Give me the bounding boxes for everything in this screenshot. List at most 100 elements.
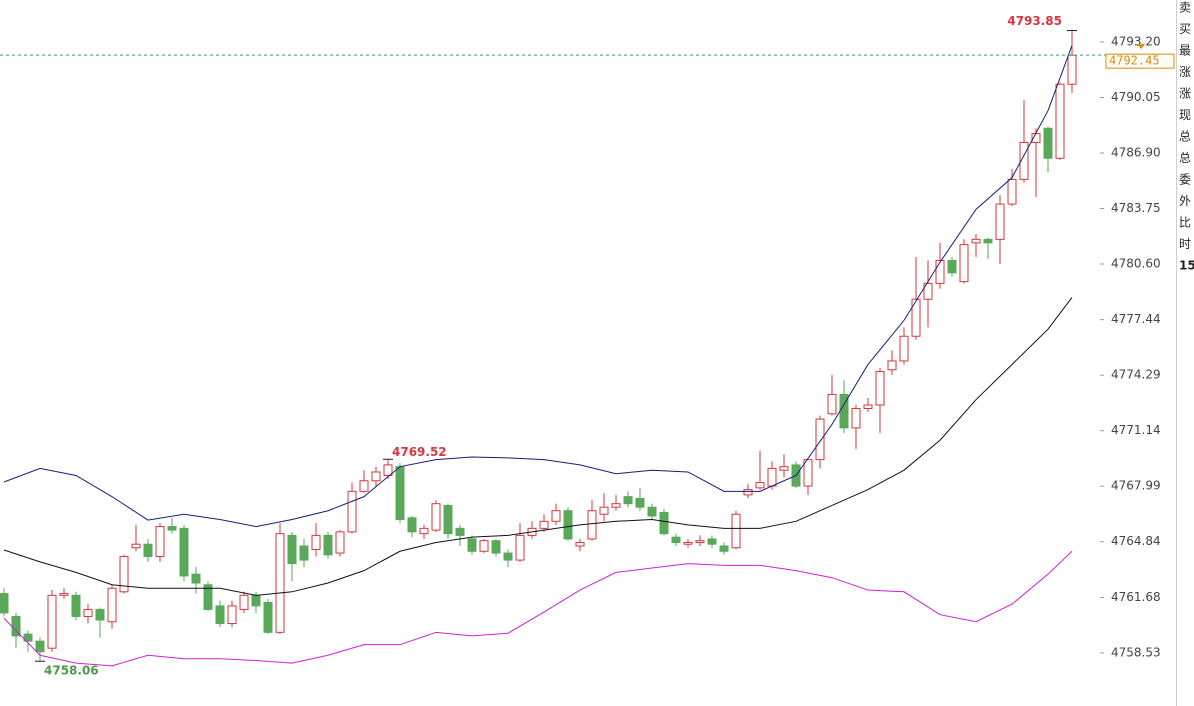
- candle-body: [59, 593, 69, 596]
- candle-body: [227, 605, 237, 625]
- candle-body: [563, 510, 573, 540]
- candle-body: [755, 482, 765, 489]
- candle-body: [83, 608, 93, 617]
- candle-body: [347, 490, 357, 533]
- candle-body: [167, 526, 177, 531]
- y-tick-label: 4764.84: [1111, 534, 1161, 548]
- side-panel-label: 委: [1179, 173, 1191, 187]
- candle-body: [407, 517, 417, 533]
- candle-body: [947, 259, 957, 274]
- side-panel-label: 总: [1179, 130, 1191, 144]
- candle-body: [887, 360, 897, 371]
- candle-body: [611, 503, 621, 508]
- candle-body: [515, 534, 525, 561]
- candle-body: [0, 593, 9, 614]
- side-panel-label: 15: [1179, 259, 1194, 273]
- candle-body: [335, 531, 345, 554]
- candle-body: [971, 238, 981, 244]
- y-tick-label: 4758.53: [1111, 645, 1161, 659]
- y-tick-label: 4767.99: [1111, 479, 1161, 493]
- candle-body: [155, 526, 165, 558]
- candle-body: [935, 259, 945, 284]
- side-panel-label: 涨: [1179, 86, 1191, 101]
- candle-body: [779, 466, 789, 471]
- candle-body: [251, 594, 261, 607]
- candle-body: [635, 497, 645, 508]
- candle-body: [47, 594, 57, 649]
- candle-body: [1067, 54, 1077, 85]
- candle-body: [131, 543, 141, 549]
- side-panel-label: 总: [1179, 151, 1191, 165]
- candle-body: [995, 203, 1005, 240]
- candle-body: [671, 536, 681, 543]
- candle-body: [143, 543, 153, 558]
- candle-body: [503, 552, 513, 561]
- side-panel-label: 比: [1179, 216, 1191, 230]
- candle-body: [479, 540, 489, 552]
- candle-body: [383, 464, 393, 476]
- annotation: 4793.85: [1007, 14, 1062, 28]
- candle-body: [203, 584, 213, 610]
- candle-body: [863, 404, 873, 410]
- side-panel-label: 卖: [1179, 1, 1191, 15]
- candle-body: [539, 520, 549, 529]
- side-panel-label: 买: [1179, 22, 1191, 36]
- candle-body: [1007, 178, 1017, 205]
- candle-body: [959, 244, 969, 283]
- candle-body: [239, 594, 249, 610]
- candle-body: [119, 556, 129, 593]
- y-tick-label: 4777.44: [1111, 312, 1161, 326]
- candle-body: [707, 538, 717, 545]
- band-line: [3, 550, 1073, 667]
- candle-body: [899, 335, 909, 362]
- candle-body: [659, 511, 669, 535]
- band-line: [3, 297, 1073, 596]
- candle-body: [395, 466, 405, 521]
- y-tick-label: 4761.68: [1111, 590, 1161, 604]
- last-price-arrow: [1137, 44, 1145, 50]
- y-tick-label: 4790.05: [1111, 90, 1161, 104]
- candle-body: [719, 545, 729, 552]
- candle-body: [767, 467, 777, 487]
- candle-body: [71, 594, 81, 617]
- candle-body: [923, 282, 933, 300]
- candle-body: [431, 503, 441, 531]
- y-tick-label: 4774.29: [1111, 368, 1161, 382]
- candle-body: [803, 459, 813, 487]
- candle-body: [107, 587, 117, 623]
- candle-body: [23, 633, 33, 642]
- candle-body: [455, 527, 465, 536]
- candle-body: [827, 393, 837, 415]
- candle-body: [179, 527, 189, 577]
- candle-body: [311, 534, 321, 551]
- band-line: [3, 45, 1073, 528]
- candle-body: [443, 504, 453, 535]
- candle-body: [551, 510, 561, 522]
- candle-body: [647, 506, 657, 517]
- last-price-label: 4792.45: [1109, 54, 1160, 68]
- candle-body: [371, 471, 381, 482]
- side-panel-label: 外: [1179, 194, 1191, 208]
- candle-body: [815, 418, 825, 461]
- candle-body: [263, 601, 273, 633]
- annotation: 4769.52: [392, 445, 447, 459]
- candle-body: [731, 513, 741, 549]
- candle-body: [275, 533, 285, 633]
- candle-body: [911, 298, 921, 337]
- candle-body: [983, 238, 993, 244]
- candle-body: [587, 510, 597, 540]
- candle-body: [95, 608, 105, 621]
- candle-body: [467, 538, 477, 552]
- candle-body: [575, 541, 585, 547]
- candle-body: [1043, 127, 1053, 159]
- candle-body: [683, 541, 693, 545]
- side-panel-label: 现: [1179, 108, 1191, 122]
- y-tick-label: 4793.20: [1111, 34, 1161, 48]
- candle-body: [1055, 83, 1065, 159]
- y-tick-label: 4786.90: [1111, 145, 1161, 159]
- candle-body: [287, 534, 297, 565]
- side-panel-label: 时: [1179, 237, 1191, 251]
- candle-body: [623, 496, 633, 505]
- candle-body: [743, 489, 753, 496]
